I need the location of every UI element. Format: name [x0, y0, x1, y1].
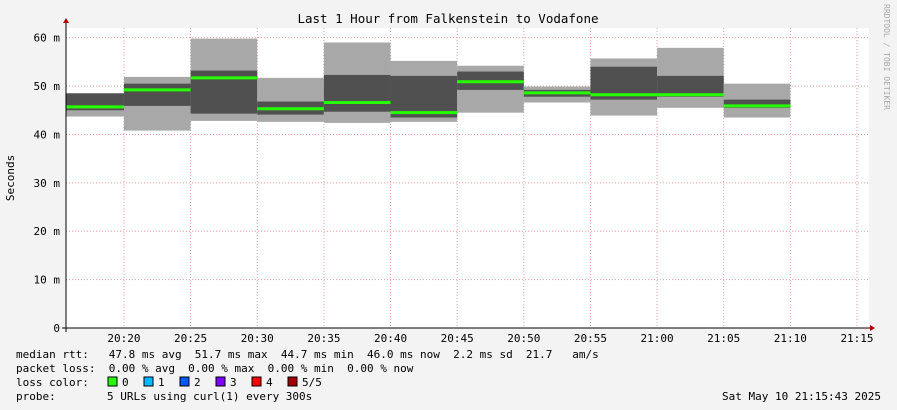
smoke-inner [390, 75, 458, 118]
legend-swatch [143, 376, 154, 387]
x-tick-label: 20:45 [441, 332, 474, 345]
x-tick-label: 20:50 [507, 332, 540, 345]
smoke-inner [657, 75, 724, 97]
axis-arrow [870, 325, 875, 331]
legend-swatch [251, 376, 262, 387]
stats-line: packet loss: 0.00 % avg 0.00 % max 0.00 … [16, 362, 414, 375]
smoke-outer [257, 77, 324, 122]
legend-entry: 1 [158, 376, 165, 389]
y-tick-label: 0 [53, 322, 60, 335]
legend-swatch [287, 376, 298, 387]
legend-label: loss color: [16, 376, 89, 389]
x-tick-label: 21:00 [641, 332, 674, 345]
x-tick-label: 20:40 [374, 332, 407, 345]
timestamp: Sat May 10 21:15:43 2025 [722, 390, 881, 403]
watermark: RRDTOOL / TOBI OETIKER [882, 4, 891, 110]
legend-entry: 3 [230, 376, 237, 389]
x-tick-label: 20:55 [574, 332, 607, 345]
y-tick-label: 30 m [34, 177, 61, 190]
axis-arrow [63, 18, 69, 23]
x-tick-label: 20:25 [174, 332, 207, 345]
y-tick-label: 20 m [34, 225, 61, 238]
data-layer [66, 38, 791, 131]
probe-label: probe: [16, 390, 56, 403]
legend-entry: 0 [122, 376, 129, 389]
smoke-inner [323, 74, 391, 112]
probe-text: 5 URLs using curl(1) every 300s [107, 390, 312, 403]
y-axis-label: Seconds [4, 155, 17, 201]
smoke-inner [123, 83, 191, 106]
stats-line: median rtt: 47.8 ms avg 51.7 ms max 44.7… [16, 348, 599, 361]
x-tick-label: 20:30 [241, 332, 274, 345]
x-tick-label: 21:05 [707, 332, 740, 345]
legend-entry: 4 [266, 376, 273, 389]
legend-swatch [179, 376, 190, 387]
legend-entry: 5/5 [302, 376, 322, 389]
legend-entry: 2 [194, 376, 201, 389]
y-tick-label: 50 m [34, 80, 61, 93]
y-tick-label: 10 m [34, 274, 61, 287]
smoke-inner [723, 99, 791, 108]
x-tick-label: 21:15 [840, 332, 873, 345]
x-tick-label: 21:10 [774, 332, 807, 345]
x-tick-label: 20:20 [107, 332, 140, 345]
x-tick-label: 20:35 [307, 332, 340, 345]
y-tick-label: 40 m [34, 128, 61, 141]
legend-swatch [107, 376, 118, 387]
y-tick-label: 60 m [34, 32, 61, 45]
legend-swatch [215, 376, 226, 387]
chart-title: Last 1 Hour from Falkenstein to Vodafone [297, 11, 598, 26]
